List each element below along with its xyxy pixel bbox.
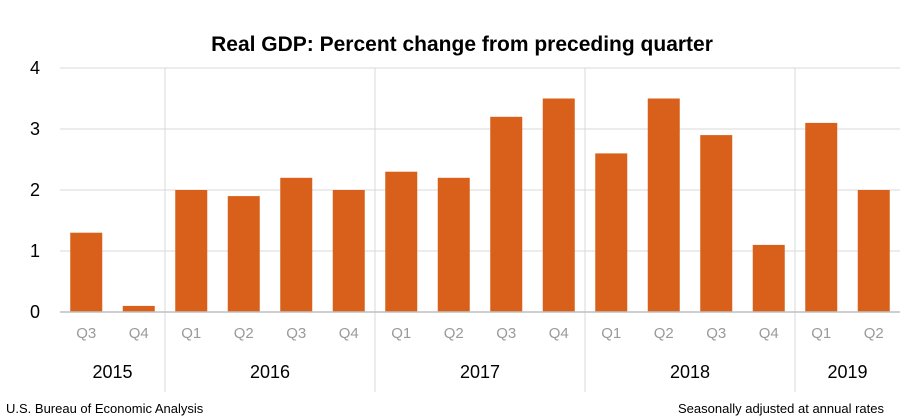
x-tick-label: Q2 (444, 325, 464, 342)
bar-10 (595, 153, 628, 312)
source-note: U.S. Bureau of Economic Analysis (6, 401, 204, 416)
year-label: 2016 (250, 362, 290, 382)
year-label: 2017 (460, 362, 500, 382)
y-tick-label: 2 (30, 180, 40, 200)
year-separators (164, 68, 796, 392)
y-tick-label: 1 (30, 241, 40, 261)
x-tick-label: Q2 (234, 325, 254, 342)
x-tick-label: Q3 (706, 325, 726, 342)
x-tick-label: Q4 (129, 325, 149, 342)
axis-labels: 0 1 2 3 4 Q3 Q4 Q1 Q2 Q3 Q4 Q1 Q2 Q3 Q4 Q1 Q2 Q3 Q4 Q1 Q2 201… (30, 58, 884, 382)
bar-15 (857, 190, 890, 312)
bar-12 (700, 135, 733, 312)
x-tick-label: Q3 (286, 325, 306, 342)
x-tick-label: Q3 (496, 325, 516, 342)
x-tick-label: Q2 (654, 325, 674, 342)
bar-9 (542, 98, 575, 312)
bar-4 (280, 177, 313, 312)
year-label: 2015 (92, 362, 132, 382)
x-tick-label: Q1 (391, 325, 411, 342)
bar-0 (70, 232, 103, 312)
year-label: 2019 (827, 362, 867, 382)
bar-1 (122, 305, 155, 312)
x-tick-label: Q3 (76, 325, 96, 342)
bar-13 (752, 244, 785, 312)
x-tick-label: Q1 (811, 325, 831, 342)
bar-6 (385, 171, 418, 312)
bar-14 (805, 122, 838, 313)
x-tick-label: Q2 (864, 325, 884, 342)
bar-7 (437, 177, 470, 312)
chart-title: Real GDP: Percent change from preceding … (211, 33, 713, 56)
bar-8 (490, 116, 523, 312)
bar-5 (332, 190, 365, 312)
y-tick-label: 3 (30, 119, 40, 139)
y-tick-label: 4 (30, 58, 40, 78)
x-tick-label: Q1 (181, 325, 201, 342)
year-label: 2018 (670, 362, 710, 382)
bar-2 (175, 190, 208, 312)
seasonal-adjustment-note: Seasonally adjusted at annual rates (678, 401, 884, 416)
x-tick-label: Q1 (601, 325, 621, 342)
y-tick-label: 0 (30, 302, 40, 322)
x-tick-label: Q4 (759, 325, 779, 342)
x-tick-label: Q4 (549, 325, 569, 342)
bar-3 (227, 196, 260, 312)
x-tick-label: Q4 (339, 325, 359, 342)
bar-11 (647, 98, 680, 312)
bars (70, 98, 890, 313)
